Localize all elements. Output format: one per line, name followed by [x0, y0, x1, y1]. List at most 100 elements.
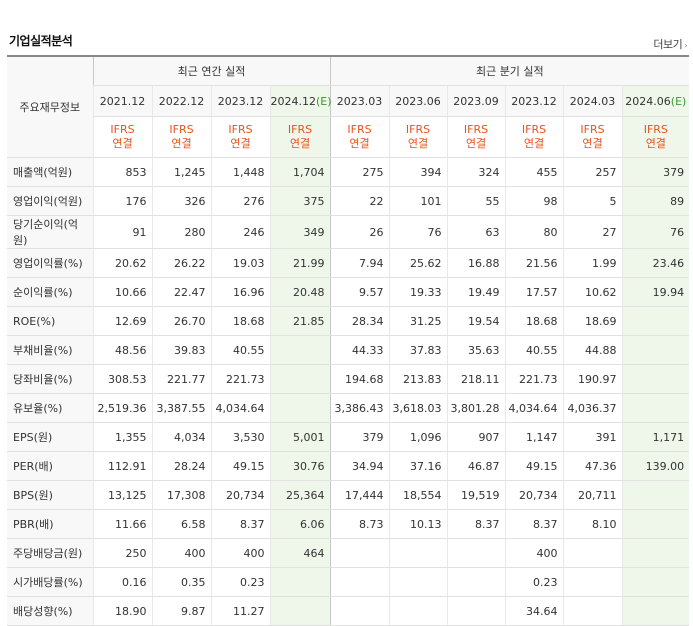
- table-cell: 4,034: [151, 422, 211, 452]
- table-cell: 6.58: [151, 509, 211, 539]
- table-cell: 326: [151, 186, 211, 216]
- table-cell: 21.99: [269, 248, 331, 278]
- annual-group-header: 최근 연간 실적: [92, 55, 331, 86]
- table-cell: 3,386.43: [329, 393, 390, 423]
- period-label: 2024.12: [270, 94, 317, 108]
- table-cell: 19.49: [446, 277, 506, 307]
- ifrs-label: IFRS: [110, 123, 135, 136]
- table-cell: 18.69: [562, 306, 623, 336]
- ifrs-header: IFRS 연결: [388, 116, 448, 158]
- table-cell: [446, 538, 506, 568]
- table-cell: 21.56: [504, 248, 564, 278]
- ifrs-label: IFRS: [228, 123, 253, 136]
- table-cell: 250: [92, 538, 152, 568]
- table-cell: 7.94: [329, 248, 390, 278]
- period-header: 2023.06: [388, 85, 448, 117]
- table-cell: [388, 596, 448, 626]
- table-cell: 20.48: [269, 277, 331, 307]
- table-cell: 20,711: [562, 480, 623, 510]
- table-cell: 23.46: [621, 248, 690, 278]
- table-row: 영업이익(억원) 176 326 276 375 22 101 55 98 5 89: [7, 186, 690, 216]
- table-cell: 5: [562, 186, 623, 216]
- table-cell: 30.76: [269, 451, 331, 481]
- table-cell: 9.87: [151, 596, 211, 626]
- table-cell: 221.77: [151, 364, 211, 394]
- table-cell: 391: [562, 422, 623, 452]
- table-cell: 39.83: [151, 335, 211, 365]
- table-cell: 464: [269, 538, 331, 568]
- table-cell: 853: [92, 157, 152, 187]
- table-cell: [269, 364, 331, 394]
- table-row: 유보율(%) 2,519.36 3,387.55 4,034.64 3,386.43 3,…: [7, 393, 690, 423]
- more-link[interactable]: 더보기 ›: [653, 36, 687, 52]
- table-cell: 400: [504, 538, 564, 568]
- table-cell: 176: [92, 186, 152, 216]
- table-cell: 246: [210, 215, 270, 249]
- table-cell: [269, 335, 331, 365]
- consolidated-label: 연결: [230, 137, 251, 150]
- table-cell: 324: [446, 157, 506, 187]
- ifrs-label: IFRS: [169, 123, 194, 136]
- period-header: 2023.09: [446, 85, 506, 117]
- table-cell: 8.37: [446, 509, 506, 539]
- table-cell: 3,618.03: [388, 393, 448, 423]
- table-cell: 11.27: [210, 596, 270, 626]
- table-cell: 27: [562, 215, 623, 249]
- table-cell: 400: [210, 538, 270, 568]
- table-cell: 31.25: [388, 306, 448, 336]
- table-cell: 89: [621, 186, 690, 216]
- table-cell: 221.73: [210, 364, 270, 394]
- table-cell: 28.34: [329, 306, 390, 336]
- table-row: 배당성향(%) 18.90 9.87 11.27 34.64: [7, 596, 690, 626]
- table-cell: 8.37: [504, 509, 564, 539]
- table-row: 당좌비율(%) 308.53 221.77 221.73 194.68 213.83 218…: [7, 364, 690, 394]
- table-cell: 49.15: [210, 451, 270, 481]
- table-cell: 76: [621, 215, 690, 249]
- table-cell: 10.66: [92, 277, 152, 307]
- table-cell: 3,530: [210, 422, 270, 452]
- table-row: 영업이익률(%) 20.62 26.22 19.03 21.99 7.94 25.62 16.…: [7, 248, 690, 278]
- ifrs-header: IFRS 연결: [210, 116, 270, 158]
- table-row: PBR(배) 11.66 6.58 8.37 6.06 8.73 10.13 8.37 8.37…: [7, 509, 690, 539]
- table-cell: 22: [329, 186, 390, 216]
- table-row: 시가배당률(%) 0.16 0.35 0.23 0.23: [7, 567, 690, 597]
- table-cell: [621, 335, 690, 365]
- table-cell: 47.36: [562, 451, 623, 481]
- table-cell: 455: [504, 157, 564, 187]
- table-cell: 16.96: [210, 277, 270, 307]
- section-title: 기업실적분석: [9, 34, 73, 48]
- table-row: EPS(원) 1,355 4,034 3,530 5,001 379 1,096 907 1,1…: [7, 422, 690, 452]
- period-header: 2023.12: [504, 85, 564, 117]
- consolidated-label: 연결: [289, 137, 311, 150]
- table-cell: [621, 306, 690, 336]
- row-label: 배당성향(%): [7, 596, 93, 626]
- table-cell: 379: [621, 157, 690, 187]
- table-cell: 20,734: [504, 480, 564, 510]
- table-cell: 21.85: [269, 306, 331, 336]
- table-cell: 394: [388, 157, 448, 187]
- table-cell: 194.68: [329, 364, 390, 394]
- table-cell: 44.88: [562, 335, 623, 365]
- table-cell: 26: [329, 215, 390, 249]
- ifrs-label: IFRS: [463, 123, 489, 136]
- period-label: 2023.12: [217, 94, 264, 108]
- row-label: 부채비율(%): [7, 335, 93, 365]
- consolidated-label: 연결: [582, 137, 603, 150]
- consolidated-label: 연결: [349, 137, 370, 150]
- table-cell: 26.22: [151, 248, 211, 278]
- consolidated-label: 연결: [523, 137, 545, 150]
- ifrs-header: IFRS 연결: [504, 116, 564, 158]
- corner-header: 주요재무정보: [7, 55, 93, 158]
- period-header: 2024.03: [562, 85, 623, 117]
- consolidated-label: 연결: [645, 137, 666, 150]
- table-cell: 76: [388, 215, 448, 249]
- consolidated-label: 연결: [465, 137, 487, 150]
- table-cell: [621, 509, 690, 539]
- period-label: 2024.06: [625, 94, 671, 108]
- table-cell: 40.55: [504, 335, 564, 365]
- table-cell: 190.97: [562, 364, 623, 394]
- table-cell: 16.88: [446, 248, 506, 278]
- period-header: 2023.03: [329, 85, 390, 117]
- row-label: BPS(원): [7, 480, 93, 510]
- financial-table: 주요재무정보 최근 연간 실적 최근 분기 실적 2021.12 2022.12 2…: [7, 55, 690, 626]
